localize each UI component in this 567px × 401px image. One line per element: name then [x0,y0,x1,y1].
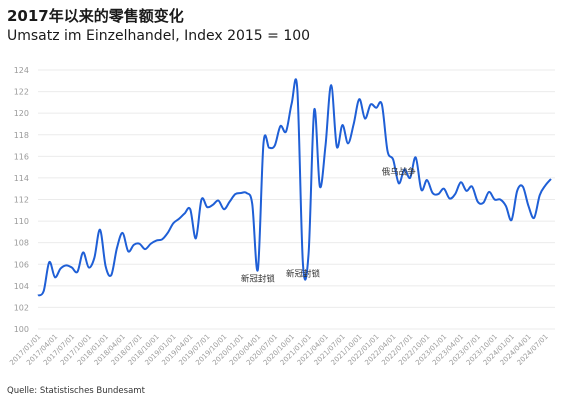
y-tick-label: 100 [14,325,29,334]
y-tick-label: 110 [14,217,29,226]
annotation-label: 新冠封锁 [241,274,276,285]
source-note: Quelle: Statistisches Bundesamt [7,386,145,396]
y-tick-label: 118 [14,131,29,140]
series-line [37,78,552,297]
y-tick-label: 124 [14,66,29,75]
grid-lines [38,69,555,330]
y-tick-label: 114 [14,174,29,183]
y-tick-label: 104 [14,282,29,291]
chart-subtitle: Umsatz im Einzelhandel, Index 2015 = 100 [7,28,311,44]
y-tick-label: 116 [14,152,29,161]
annotation-label: 俄乌战争 [382,166,417,177]
y-tick-label: 122 [14,88,29,97]
y-tick-label: 108 [14,239,29,248]
y-tick-label: 112 [14,196,29,205]
y-axis-ticks: 100 102 104 106 108 110 112 114 116 118 120 122 124 [14,66,29,334]
series-layer [37,78,552,297]
y-tick-label: 106 [14,260,29,269]
chart-title: 2017年以来的零售额变化 [7,7,184,25]
x-axis-ticks: 2017/01/012017/04/012017/07/012017/10/01… [8,333,550,367]
annotation-label: 新冠封锁 [286,268,321,279]
y-tick-label: 102 [14,303,29,312]
y-tick-label: 120 [14,109,29,118]
